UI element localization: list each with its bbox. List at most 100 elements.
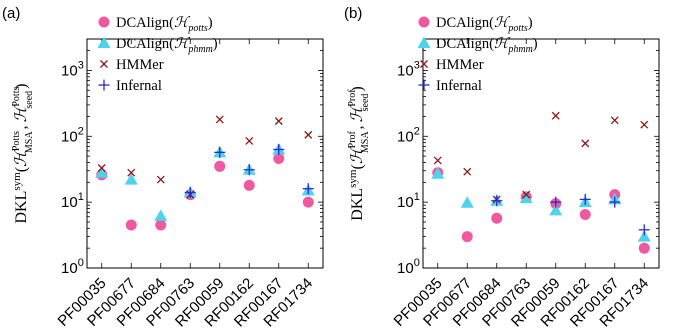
series-plus [491, 193, 650, 236]
ylabel-h: ℋ [13, 149, 30, 167]
legend-name: DCAlign( [436, 15, 494, 31]
ylabel-sub: MSA [24, 131, 35, 153]
data-point-circle [302, 196, 314, 208]
ylabel-main: DKL [13, 191, 30, 224]
panel-label: (b) [344, 5, 362, 22]
ylabel-sub: seed [24, 91, 35, 109]
ylabel-h: ℋ [349, 104, 366, 122]
y-tick-exponent: 0 [414, 257, 420, 269]
data-point-circle [638, 242, 650, 254]
y-tick-label: 102 [397, 125, 420, 145]
legend-marker-circle [98, 16, 110, 28]
ylabel-sup: Potts [11, 131, 22, 151]
ylabel-sup: Prof [347, 130, 358, 148]
ylabel-sub: MSA [360, 131, 371, 153]
series-circle [432, 167, 650, 254]
ylabel-paren: ) [13, 83, 30, 88]
ylabel-sup: Potts [11, 86, 22, 106]
data-point-x [215, 115, 224, 124]
data-point-triangle [460, 196, 474, 208]
axes-frame [86, 38, 324, 269]
data-point-plus [214, 146, 226, 158]
ylabel-paren: ( [13, 167, 30, 172]
data-point-x [610, 116, 619, 125]
data-point-circle [243, 179, 255, 191]
data-point-circle [461, 231, 473, 243]
legend: DCAlign(ℋpotts)DCAlign(ℋphmm)HMMerInfern… [97, 15, 218, 94]
ylabel-sup: sym [347, 169, 359, 188]
ylabel-sup: sym [11, 172, 23, 191]
data-point-x [156, 175, 165, 184]
ylabel-paren: ( [349, 164, 366, 169]
data-point-x [551, 111, 560, 120]
data-point-plus [609, 196, 621, 208]
data-point-triangle [549, 203, 563, 216]
y-tick-base: 10 [61, 128, 78, 145]
data-point-circle [579, 208, 591, 220]
y-tick-exponent: 1 [78, 191, 84, 203]
legend-name: HMMer [116, 57, 164, 73]
data-point-triangle [431, 167, 445, 179]
legend-marker-plus [98, 79, 110, 91]
y-tick-label: 102 [61, 125, 84, 145]
legend-math: ℋ [494, 36, 511, 52]
ylabel-main: DKL [349, 188, 366, 221]
series-triangle [431, 167, 651, 242]
data-point-triangle [637, 230, 651, 242]
legend-sub: potts [187, 23, 208, 34]
data-point-x [304, 130, 313, 139]
legend-sub: phmm [187, 44, 212, 55]
data-point-plus [243, 164, 255, 176]
legend-label: DCAlign(ℋphmm) [116, 36, 218, 55]
legend-label: DCAlign(ℋpotts) [116, 15, 213, 34]
series-x [433, 111, 649, 204]
data-point-circle [273, 152, 285, 164]
legend-name: Infernal [436, 78, 482, 94]
chart-panel-2: (b)100101102103PF00035PF00677PF00684PF00… [344, 5, 660, 330]
legend-name: DCAlign( [436, 36, 494, 52]
y-tick-exponent: 2 [78, 125, 84, 137]
legend-name: HMMer [436, 57, 484, 73]
data-point-x [433, 156, 442, 165]
ylabel-h: ℋ [349, 146, 366, 164]
legend-marker-x [420, 60, 428, 68]
y-tick-label: 103 [397, 59, 420, 79]
chart-panel-1: (a)100101102103PF00035PF00677PF00684PF00… [2, 5, 324, 330]
y-tick-base: 10 [397, 194, 414, 211]
legend-math: ℋ [494, 15, 511, 31]
legend-sub: phmm [507, 44, 532, 55]
ylabel-comma: , [13, 125, 30, 129]
legend-name: Infernal [116, 78, 162, 94]
data-point-plus [184, 187, 196, 199]
axes-frame [422, 38, 660, 269]
y-axis-label: DKLsym(ℋPotts MSA,ℋPotts seed) [11, 83, 35, 223]
data-point-x [581, 139, 590, 148]
legend-paren: ) [213, 36, 218, 52]
y-tick-label: 101 [61, 191, 84, 211]
data-point-plus [491, 195, 503, 207]
ylabel-paren: ) [349, 86, 366, 91]
ylabel-sup: Prof [347, 89, 358, 107]
data-point-x [97, 164, 106, 172]
data-point-circle [491, 212, 503, 224]
data-point-triangle [95, 166, 109, 178]
data-point-triangle [519, 191, 533, 204]
y-tick-exponent: 3 [414, 59, 420, 71]
y-tick-label: 103 [61, 59, 84, 79]
data-point-plus [550, 196, 562, 208]
legend-label: Infernal [436, 78, 482, 94]
legend-math: ℋ [174, 36, 191, 52]
series-plus [184, 143, 314, 199]
legend-name: DCAlign( [116, 36, 174, 52]
y-tick-exponent: 1 [414, 191, 420, 203]
legend-math: ℋ [174, 15, 191, 31]
y-tick-base: 10 [61, 62, 78, 79]
data-point-circle [214, 160, 226, 172]
panel-label: (a) [2, 5, 20, 22]
data-point-triangle [154, 209, 168, 221]
legend-label: Infernal [116, 78, 162, 94]
y-axis-label: DKLsym(ℋProf MSA,ℋProf seed) [347, 86, 371, 220]
legend-marker-triangle [97, 36, 111, 48]
data-point-x [463, 167, 472, 176]
data-point-circle [125, 219, 137, 231]
